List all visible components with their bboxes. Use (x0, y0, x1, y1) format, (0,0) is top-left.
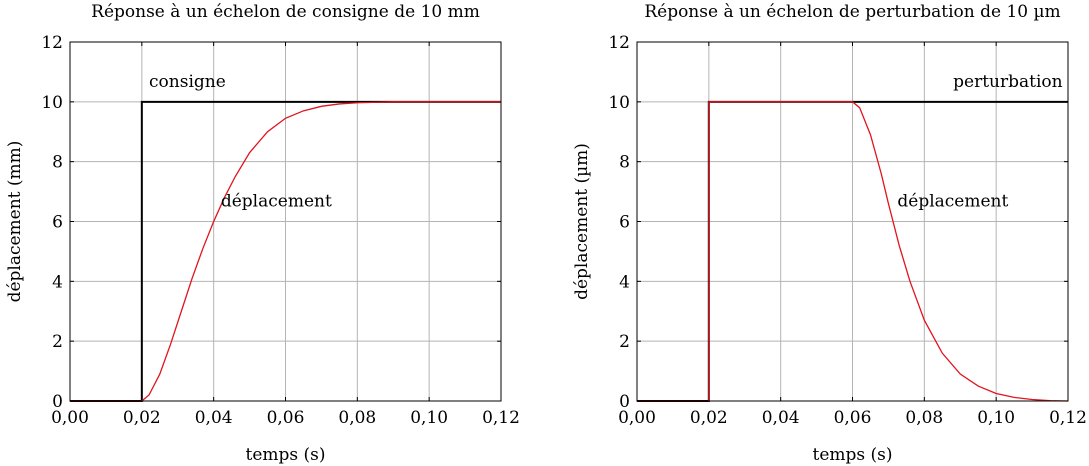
y-tick-label: 0 (619, 392, 630, 412)
x-tick-label: 0,12 (1049, 408, 1087, 428)
y-tick-label: 10 (608, 93, 630, 113)
y-axis-label: déplacement (µm) (572, 143, 592, 300)
x-tick-label: 0,00 (618, 408, 656, 428)
x-axis-label: temps (s) (245, 445, 325, 465)
x-tick-label: 0,10 (410, 408, 448, 428)
y-tick-label: 4 (619, 272, 630, 292)
x-tick-label: 0,12 (482, 408, 520, 428)
y-tick-label: 10 (41, 93, 63, 113)
x-tick-label: 0,06 (834, 408, 872, 428)
plot-frame (636, 41, 1069, 402)
annotation-label: déplacement (897, 192, 1008, 212)
x-tick-label: 0,04 (195, 408, 233, 428)
y-tick-label: 6 (52, 213, 63, 233)
x-tick-label: 0,00 (51, 408, 89, 428)
y-tick-label: 6 (619, 213, 630, 233)
y-tick-label: 12 (608, 33, 630, 53)
x-tick-label: 0,02 (690, 408, 728, 428)
x-tick-label: 0,04 (762, 408, 800, 428)
chart-1: 0,00 0,02 0,04 0,06 0,08 0,10 0,12 0 2 4 6 8 10 12 Rép… (5, 2, 520, 465)
y-tick-label: 8 (52, 153, 63, 173)
y-tick-label: 12 (41, 33, 63, 53)
y-tick-label: 0 (52, 392, 63, 412)
x-tick-label: 0,02 (123, 408, 161, 428)
x-tick-label: 0,08 (905, 408, 943, 428)
annotation-label: déplacement (221, 192, 332, 212)
x-tick-label: 0,06 (267, 408, 305, 428)
annotation-label: perturbation (953, 72, 1062, 92)
plot-frame (69, 41, 502, 402)
y-tick-label: 4 (52, 272, 63, 292)
annotation-label: consigne (149, 72, 226, 92)
series-line-deplacement (637, 101, 1069, 402)
x-tick-label: 0,10 (977, 408, 1015, 428)
y-tick-label: 2 (52, 332, 63, 352)
x-axis-label: temps (s) (812, 445, 892, 465)
chart-title: Réponse à un échelon de consigne de 10 m… (91, 2, 480, 22)
y-axis-label: déplacement (mm) (5, 141, 25, 303)
y-tick-label: 2 (619, 332, 630, 352)
y-tick-label: 8 (619, 153, 630, 173)
chart-2: 0,00 0,02 0,04 0,06 0,08 0,10 0,12 0 2 4 6 8 10 12 Rép… (572, 2, 1087, 465)
x-tick-label: 0,08 (338, 408, 376, 428)
chart-title: Réponse à un échelon de perturbation de … (644, 2, 1060, 22)
series-line-deplacement (70, 101, 501, 402)
